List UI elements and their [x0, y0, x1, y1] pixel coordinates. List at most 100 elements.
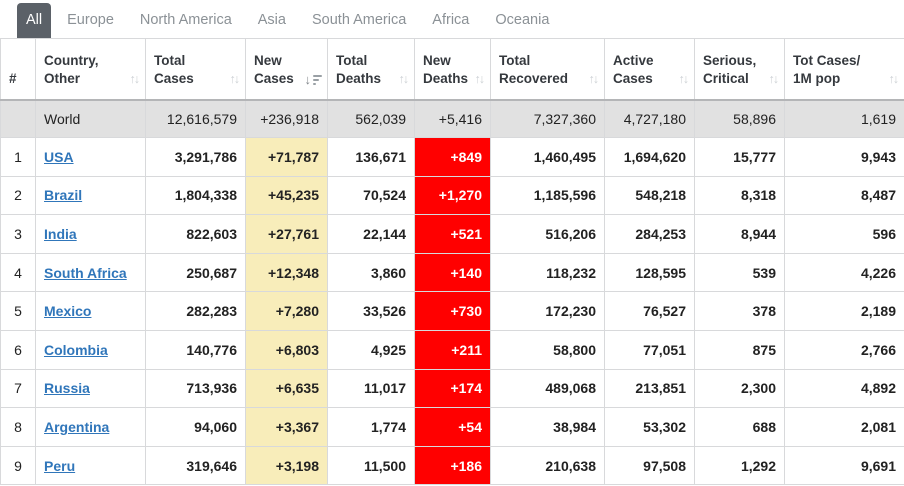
cell-new-deaths: +5,416 — [414, 99, 491, 138]
country-row-south-africa: 4 South Africa 250,687 +12,348 3,860 +140 118,… — [0, 252, 904, 293]
cell-country: Brazil — [35, 175, 146, 216]
column-header-total-deaths[interactable]: Total Deaths ↑↓ — [327, 38, 415, 101]
continent-tab-bar: All Europe North America Asia South America A… — [0, 0, 904, 38]
cell-country: Peru — [35, 445, 146, 486]
cell-country: World — [35, 99, 146, 138]
cell-total-deaths: 136,671 — [327, 137, 415, 177]
cell-total-recovered: 172,230 — [490, 291, 605, 331]
sort-both-icon: ↑↓ — [678, 72, 689, 87]
cell-new-cases: +236,918 — [245, 99, 328, 138]
cell-new-cases: +45,235 — [245, 175, 328, 216]
tab-oceania[interactable]: Oceania — [495, 12, 550, 28]
column-label: # — [9, 70, 17, 86]
tab-asia[interactable]: Asia — [257, 12, 286, 28]
cell-country: India — [35, 214, 146, 254]
cell-rank: 8 — [0, 407, 36, 447]
column-header-cases-per-1m[interactable]: Tot Cases/ 1M pop ↑↓ — [784, 38, 904, 101]
cell-cases-per-1m: 2,766 — [784, 329, 904, 370]
cell-total-recovered: 1,460,495 — [490, 137, 605, 177]
country-row-argentina: 8 Argentina 94,060 +3,367 1,774 +54 38,984 53,3… — [0, 407, 904, 447]
country-row-peru: 9 Peru 319,646 +3,198 11,500 +186 210,638 97,50… — [0, 445, 904, 486]
cell-new-cases: +12,348 — [245, 252, 328, 293]
column-label: New Deaths — [423, 53, 469, 86]
column-label: Serious, Critical — [703, 53, 757, 86]
sort-both-icon: ↑↓ — [888, 72, 899, 87]
cell-serious-critical: 8,944 — [694, 214, 785, 254]
cell-serious-critical: 15,777 — [694, 137, 785, 177]
cell-total-cases: 250,687 — [145, 252, 246, 293]
country-row-mexico: 5 Mexico 282,283 +7,280 33,526 +730 172,230 76,… — [0, 291, 904, 331]
world-summary-row: World 12,616,579 +236,918 562,039 +5,416 7,32… — [0, 99, 904, 138]
sort-both-icon: ↑↓ — [229, 72, 240, 87]
country-row-colombia: 6 Colombia 140,776 +6,803 4,925 +211 58,800 77,… — [0, 329, 904, 370]
cell-rank: 3 — [0, 214, 36, 254]
country-link[interactable]: Brazil — [44, 187, 83, 204]
cell-country: Colombia — [35, 329, 146, 370]
cell-new-deaths: +174 — [414, 368, 491, 409]
cell-rank: 9 — [0, 445, 36, 486]
country-link[interactable]: Peru — [44, 457, 76, 474]
column-header-active-cases[interactable]: Active Cases ↑↓ — [604, 38, 695, 101]
cell-serious-critical: 688 — [694, 407, 785, 447]
column-header-total-cases[interactable]: Total Cases ↑↓ — [145, 38, 246, 101]
cell-total-recovered: 489,068 — [490, 368, 605, 409]
country-link[interactable]: India — [44, 225, 77, 242]
column-label: New Cases — [254, 53, 294, 86]
tab-all[interactable]: All — [17, 3, 52, 38]
cell-active-cases: 284,253 — [604, 214, 695, 254]
cell-total-deaths: 4,925 — [327, 329, 415, 370]
sort-both-icon: ↑↓ — [474, 72, 485, 87]
cell-total-deaths: 11,500 — [327, 445, 415, 486]
tab-europe[interactable]: Europe — [67, 12, 114, 28]
column-label: Total Cases — [154, 53, 194, 86]
column-header-rank: # — [0, 38, 36, 101]
cell-total-cases: 282,283 — [145, 291, 246, 331]
cell-total-recovered: 118,232 — [490, 252, 605, 293]
cell-total-deaths: 3,860 — [327, 252, 415, 293]
country-link[interactable]: Mexico — [44, 303, 92, 320]
cell-active-cases: 53,302 — [604, 407, 695, 447]
cell-serious-critical: 539 — [694, 252, 785, 293]
country-link[interactable]: Colombia — [44, 341, 108, 358]
country-link[interactable]: Argentina — [44, 418, 110, 435]
sort-both-icon: ↑↓ — [398, 72, 409, 87]
cell-rank: 5 — [0, 291, 36, 331]
cell-active-cases: 4,727,180 — [604, 99, 695, 138]
tab-north-america[interactable]: North America — [139, 12, 232, 28]
country-link[interactable]: Russia — [44, 380, 90, 397]
country-row-brazil: 2 Brazil 1,804,338 +45,235 70,524 +1,270 1,185… — [0, 175, 904, 216]
column-header-serious-critical[interactable]: Serious, Critical ↑↓ — [694, 38, 785, 101]
cell-total-cases: 319,646 — [145, 445, 246, 486]
cell-total-recovered: 38,984 — [490, 407, 605, 447]
cell-cases-per-1m: 8,487 — [784, 175, 904, 216]
column-header-new-cases[interactable]: New Cases ↓ — [245, 38, 328, 101]
tab-south-america[interactable]: South America — [311, 12, 407, 28]
sort-both-icon: ↑↓ — [129, 72, 140, 87]
cell-country: South Africa — [35, 252, 146, 293]
cell-total-deaths: 22,144 — [327, 214, 415, 254]
cell-serious-critical: 58,896 — [694, 99, 785, 138]
cell-new-cases: +3,198 — [245, 445, 328, 486]
cell-total-deaths: 1,774 — [327, 407, 415, 447]
column-label: Country, Other — [44, 53, 99, 86]
cell-new-deaths: +54 — [414, 407, 491, 447]
cell-serious-critical: 1,292 — [694, 445, 785, 486]
cell-serious-critical: 8,318 — [694, 175, 785, 216]
column-header-total-recovered[interactable]: Total Recovered ↑↓ — [490, 38, 605, 101]
column-header-new-deaths[interactable]: New Deaths ↑↓ — [414, 38, 491, 101]
country-link[interactable]: South Africa — [44, 264, 127, 281]
tab-africa[interactable]: Africa — [432, 12, 470, 28]
cell-active-cases: 1,694,620 — [604, 137, 695, 177]
cell-country: Argentina — [35, 407, 146, 447]
column-header-country[interactable]: Country, Other ↑↓ — [35, 38, 146, 101]
cell-total-cases: 3,291,786 — [145, 137, 246, 177]
cell-serious-critical: 2,300 — [694, 368, 785, 409]
cell-active-cases: 76,527 — [604, 291, 695, 331]
country-link[interactable]: USA — [44, 148, 74, 165]
cell-total-recovered: 516,206 — [490, 214, 605, 254]
cell-total-deaths: 33,526 — [327, 291, 415, 331]
cell-total-deaths: 562,039 — [327, 99, 415, 138]
cell-active-cases: 97,508 — [604, 445, 695, 486]
cell-active-cases: 213,851 — [604, 368, 695, 409]
cell-total-cases: 1,804,338 — [145, 175, 246, 216]
